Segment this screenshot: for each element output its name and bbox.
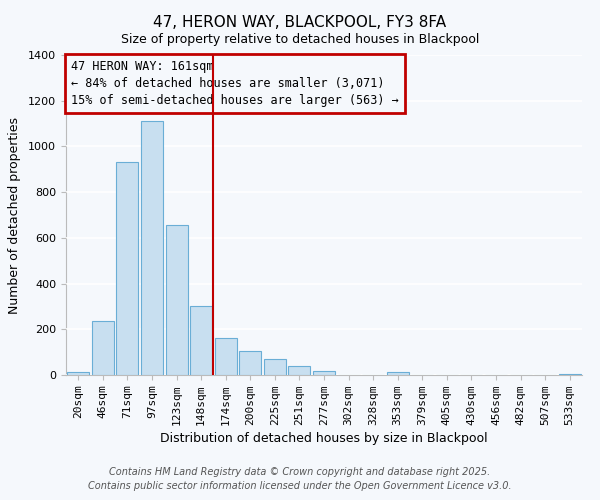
- Bar: [559, 374, 581, 375]
- Bar: [215, 338, 237, 375]
- Text: 47 HERON WAY: 161sqm
← 84% of detached houses are smaller (3,071)
15% of semi-de: 47 HERON WAY: 161sqm ← 84% of detached h…: [71, 60, 399, 107]
- Bar: [67, 372, 89, 375]
- Bar: [386, 372, 409, 375]
- Bar: [264, 360, 286, 375]
- Bar: [166, 226, 188, 375]
- Bar: [239, 351, 262, 375]
- Y-axis label: Number of detached properties: Number of detached properties: [8, 116, 21, 314]
- Text: Size of property relative to detached houses in Blackpool: Size of property relative to detached ho…: [121, 32, 479, 46]
- Bar: [190, 306, 212, 375]
- Text: Contains HM Land Registry data © Crown copyright and database right 2025.
Contai: Contains HM Land Registry data © Crown c…: [88, 467, 512, 491]
- Bar: [141, 122, 163, 375]
- Bar: [116, 162, 139, 375]
- Bar: [289, 366, 310, 375]
- Bar: [313, 371, 335, 375]
- X-axis label: Distribution of detached houses by size in Blackpool: Distribution of detached houses by size …: [160, 432, 488, 445]
- Text: 47, HERON WAY, BLACKPOOL, FY3 8FA: 47, HERON WAY, BLACKPOOL, FY3 8FA: [154, 15, 446, 30]
- Bar: [92, 322, 114, 375]
